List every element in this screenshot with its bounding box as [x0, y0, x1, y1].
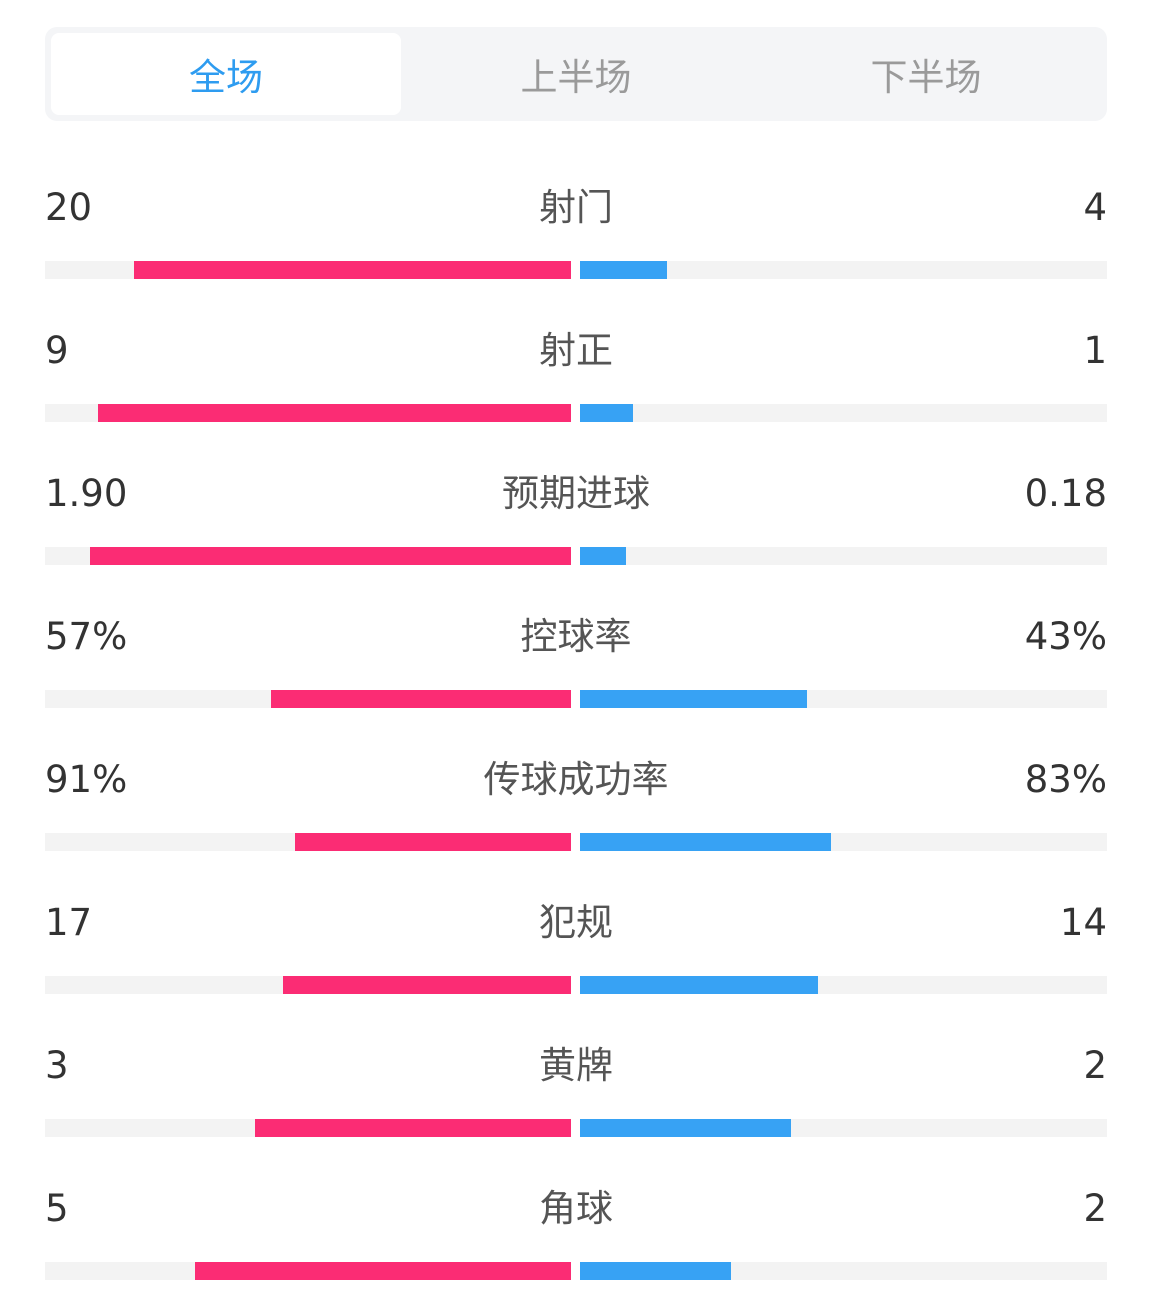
- away-value: 0.18: [1024, 472, 1107, 515]
- stat-row-corners: 5 角球 2: [45, 1186, 1107, 1296]
- away-value: 1: [1083, 329, 1107, 372]
- home-bar: [90, 547, 571, 565]
- stat-label: 预期进球: [502, 472, 650, 515]
- stat-label: 射门: [539, 186, 613, 229]
- away-value: 4: [1083, 186, 1107, 229]
- period-tabs: 全场 上半场 下半场: [45, 27, 1107, 121]
- home-value: 20: [45, 186, 93, 229]
- stat-row-shots-on-target: 9 射正 1: [45, 328, 1107, 438]
- tab-second-half[interactable]: 下半场: [870, 56, 982, 99]
- stat-row-expected-goals: 1.90 预期进球 0.18: [45, 471, 1107, 581]
- stat-label: 角球: [539, 1187, 613, 1230]
- away-value: 83%: [1024, 758, 1107, 801]
- stat-row-fouls: 17 犯规 14: [45, 900, 1107, 1010]
- away-bar: [580, 1119, 791, 1137]
- away-value: 14: [1059, 901, 1107, 944]
- away-value: 43%: [1024, 615, 1107, 658]
- home-bar: [195, 1262, 571, 1280]
- home-bar-track: [45, 976, 571, 994]
- away-bar: [580, 833, 831, 851]
- home-value: 9: [45, 329, 69, 372]
- away-bar-track: [580, 547, 1107, 565]
- stat-row-yellow-cards: 3 黄牌 2: [45, 1043, 1107, 1153]
- home-bar-track: [45, 1119, 571, 1137]
- away-bar-track: [580, 1262, 1107, 1280]
- home-bar: [255, 1119, 571, 1137]
- home-value: 3: [45, 1044, 69, 1087]
- stat-label: 射正: [539, 329, 613, 372]
- away-bar-track: [580, 833, 1107, 851]
- away-bar-track: [580, 261, 1107, 279]
- home-value: 1.90: [45, 472, 128, 515]
- home-bar: [295, 833, 571, 851]
- stat-label: 控球率: [520, 615, 632, 658]
- stat-row-shots: 20 射门 4: [45, 185, 1107, 295]
- stat-row-pass-accuracy: 91% 传球成功率 83%: [45, 757, 1107, 867]
- home-bar-track: [45, 690, 571, 708]
- away-bar: [580, 547, 626, 565]
- home-bar-track: [45, 404, 571, 422]
- tab-full-match[interactable]: 全场: [51, 33, 401, 115]
- away-bar-track: [580, 404, 1107, 422]
- stat-label: 黄牌: [539, 1044, 613, 1087]
- home-value: 91%: [45, 758, 128, 801]
- away-bar-track: [580, 690, 1107, 708]
- home-bar: [282, 976, 571, 994]
- home-bar: [271, 690, 571, 708]
- tab-first-half[interactable]: 上半场: [520, 56, 632, 99]
- stat-label: 犯规: [539, 901, 613, 944]
- home-value: 5: [45, 1187, 69, 1230]
- home-bar-track: [45, 261, 571, 279]
- away-bar: [580, 690, 807, 708]
- away-value: 2: [1083, 1187, 1107, 1230]
- home-bar: [97, 404, 571, 422]
- home-bar: [134, 261, 571, 279]
- home-bar-track: [45, 547, 571, 565]
- home-bar-track: [45, 833, 571, 851]
- away-bar: [580, 404, 633, 422]
- away-bar: [580, 976, 819, 994]
- home-value: 57%: [45, 615, 128, 658]
- away-bar: [580, 261, 667, 279]
- away-bar-track: [580, 976, 1107, 994]
- home-value: 17: [45, 901, 93, 944]
- away-bar: [580, 1262, 731, 1280]
- home-bar-track: [45, 1262, 571, 1280]
- away-value: 2: [1083, 1044, 1107, 1087]
- stat-label: 传球成功率: [483, 758, 669, 801]
- away-bar-track: [580, 1119, 1107, 1137]
- stat-row-possession: 57% 控球率 43%: [45, 614, 1107, 724]
